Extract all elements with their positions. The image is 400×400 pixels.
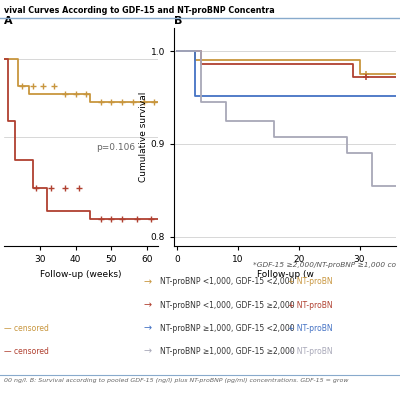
Y-axis label: Cumulative survival: Cumulative survival xyxy=(0,92,1,182)
X-axis label: Follow-up (w: Follow-up (w xyxy=(256,270,314,278)
Text: A: A xyxy=(4,16,13,26)
Text: NT-proBNP ≥1,000, GDF-15 <2,000: NT-proBNP ≥1,000, GDF-15 <2,000 xyxy=(160,324,295,333)
Text: NT-proBNP <1,000, GDF-15 ≥2,000: NT-proBNP <1,000, GDF-15 ≥2,000 xyxy=(160,301,295,310)
Text: + NT-proBN: + NT-proBN xyxy=(288,278,333,286)
Text: B: B xyxy=(174,16,182,26)
Text: →: → xyxy=(144,277,152,287)
Text: — censored: — censored xyxy=(4,324,49,333)
Text: NT-proBNP ≥1,000, GDF-15 ≥2,000: NT-proBNP ≥1,000, GDF-15 ≥2,000 xyxy=(160,347,295,356)
Text: →: → xyxy=(144,346,152,357)
Text: →: → xyxy=(144,323,152,334)
X-axis label: Follow-up (weeks): Follow-up (weeks) xyxy=(40,270,122,278)
Text: vival Curves According to GDF-15 and NT-proBNP Concentra: vival Curves According to GDF-15 and NT-… xyxy=(4,6,275,15)
Text: *GDF-15 ≥2,000/NT-proBNP ≥1,000 co: *GDF-15 ≥2,000/NT-proBNP ≥1,000 co xyxy=(253,262,396,268)
Text: NT-proBNP <1,000, GDF-15 <2,000: NT-proBNP <1,000, GDF-15 <2,000 xyxy=(160,278,294,286)
Text: — censored: — censored xyxy=(4,347,49,356)
Text: + NT-proBN: + NT-proBN xyxy=(288,301,333,310)
Text: + NT-proBN: + NT-proBN xyxy=(288,347,333,356)
Text: p=0.106: p=0.106 xyxy=(96,143,136,152)
Text: 00 ng/l. B: Survival according to pooled GDF-15 (ng/l) plus NT-proBNP (pg/ml) co: 00 ng/l. B: Survival according to pooled… xyxy=(4,378,348,383)
Text: →: → xyxy=(144,300,152,310)
Text: + NT-proBN: + NT-proBN xyxy=(288,324,333,333)
Y-axis label: Cumulative survival: Cumulative survival xyxy=(139,92,148,182)
